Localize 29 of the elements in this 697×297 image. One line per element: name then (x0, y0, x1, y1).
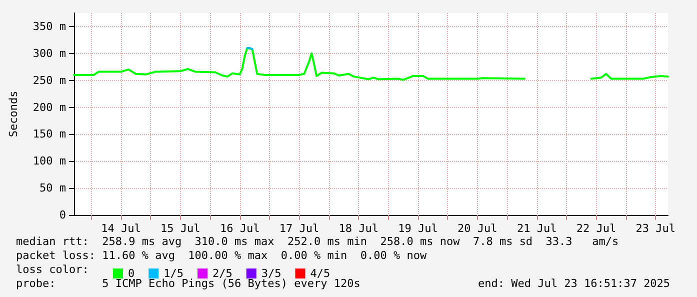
y-tick-label: 300 m (32, 46, 66, 60)
legend-label: 2/5 (212, 267, 232, 280)
x-tick-label: 16 Jul (220, 222, 260, 235)
x-tick-label: 23 Jul (636, 222, 676, 235)
y-tick-label: 0 (59, 208, 66, 222)
legend-label: 1/5 (164, 267, 184, 280)
x-tick-label: 21 Jul (516, 222, 557, 235)
x-tick-label: 19 Jul (398, 222, 438, 235)
text: loss color: (16, 263, 89, 276)
legend-label: 3/5 (261, 267, 282, 280)
legend-label: 4/5 (310, 267, 330, 280)
y-tick-label: 50 m (40, 182, 66, 195)
text: probe: 5 ICMP Echo Pings (56 Bytes) every 120s (16, 277, 360, 290)
y-tick-label: 350 m (32, 20, 66, 33)
x-tick-label: 18 Jul (338, 222, 378, 235)
y-tick-label: 250 m (32, 74, 66, 87)
text: packet loss: 11.60 % avg 100.00 % max 0.00 % min 0.00 % now (16, 249, 427, 262)
x-tick-label: 15 Jul (160, 222, 200, 235)
x-tick-label: 17 Jul (279, 222, 320, 235)
y-tick-label: 100 m (32, 154, 66, 168)
y-tick-label: 150 m (32, 128, 66, 141)
y-axis-title: Seconds (7, 90, 20, 138)
y-tick-label: 200 m (32, 100, 66, 114)
x-tick-label: 20 Jul (458, 222, 498, 235)
text: median rtt: 258.9 ms avg 310.0 ms max 252.0 ms min 258.0 ms now 7.8 ms sd 33.3 am/s (16, 235, 619, 248)
x-tick-label: 22 Jul (576, 222, 616, 235)
x-tick-label: 14 Jul (101, 222, 141, 235)
text: end: Wed Jul 23 16:51:37 2025 (478, 277, 670, 290)
legend-label: 0 (128, 267, 135, 280)
